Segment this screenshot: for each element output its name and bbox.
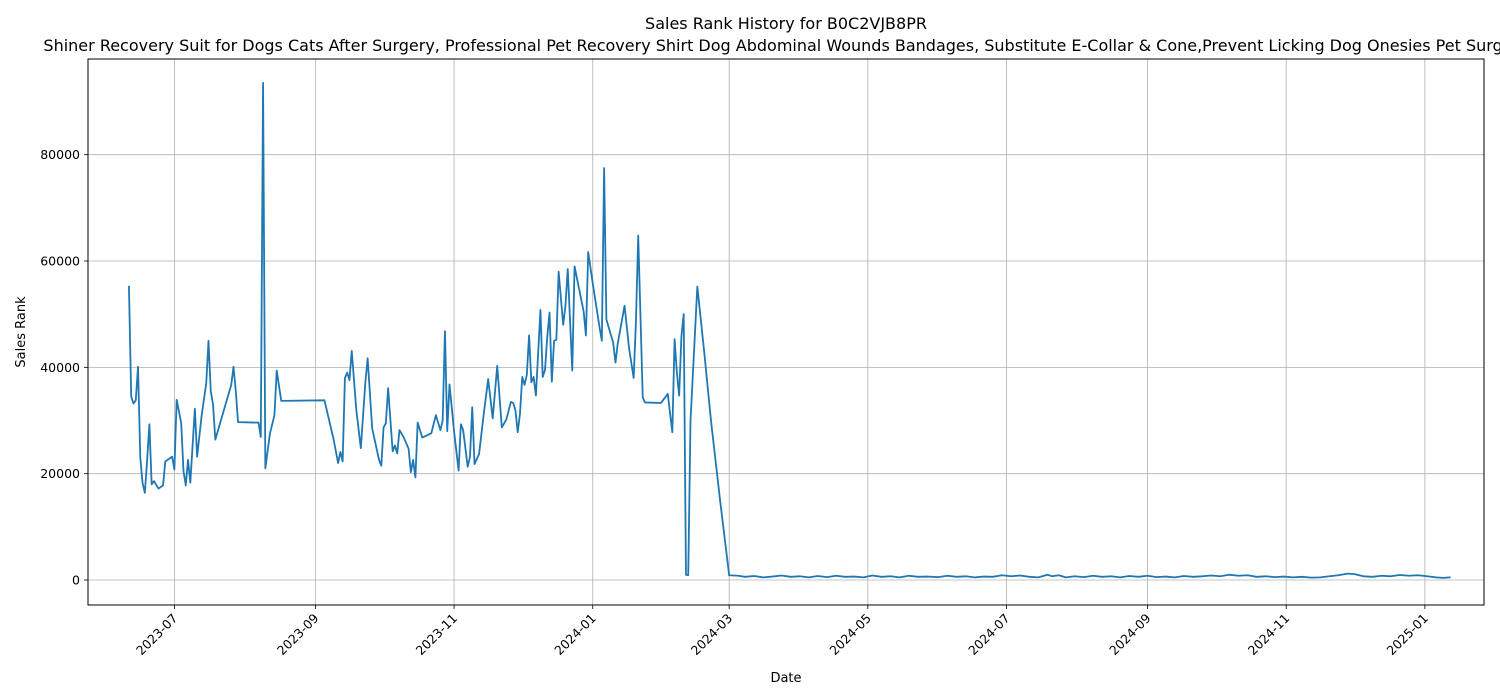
- y-axis-label: Sales Rank: [14, 296, 29, 368]
- chart-title: Sales Rank History for B0C2VJB8PR: [645, 14, 927, 33]
- x-tick-label: 2024-03: [688, 611, 736, 659]
- x-tick-label: 2024-07: [965, 611, 1013, 659]
- y-tick-label: 60000: [40, 254, 80, 269]
- x-tick-label: 2023-09: [274, 610, 322, 658]
- y-tick-label: 80000: [40, 147, 80, 162]
- line-layer: [128, 82, 1451, 579]
- y-tick-label: 0: [72, 573, 80, 588]
- tick-layer: 2023-07 2023-09 2023-11 2024-01 2024-03 2024-…: [40, 147, 1431, 658]
- x-tick-label: 2025-01: [1383, 611, 1431, 659]
- x-tick-label: 2023-07: [133, 611, 181, 659]
- chart-subtitle: Shiner Recovery Suit for Dogs Cats After…: [43, 36, 1500, 55]
- grid-layer: [88, 59, 1484, 605]
- x-tick-label: 2024-05: [826, 611, 874, 659]
- y-tick-label: 40000: [40, 360, 80, 375]
- x-tick-label: 2023-11: [413, 611, 461, 659]
- x-axis-label: Date: [770, 671, 801, 686]
- plot-frame: [87, 58, 1485, 606]
- sales-rank-line: [128, 82, 1451, 579]
- x-tick-label: 2024-01: [551, 611, 599, 659]
- y-tick-label: 20000: [40, 466, 80, 481]
- x-tick-label: 2024-11: [1245, 611, 1293, 659]
- x-tick-label: 2024-09: [1106, 610, 1154, 658]
